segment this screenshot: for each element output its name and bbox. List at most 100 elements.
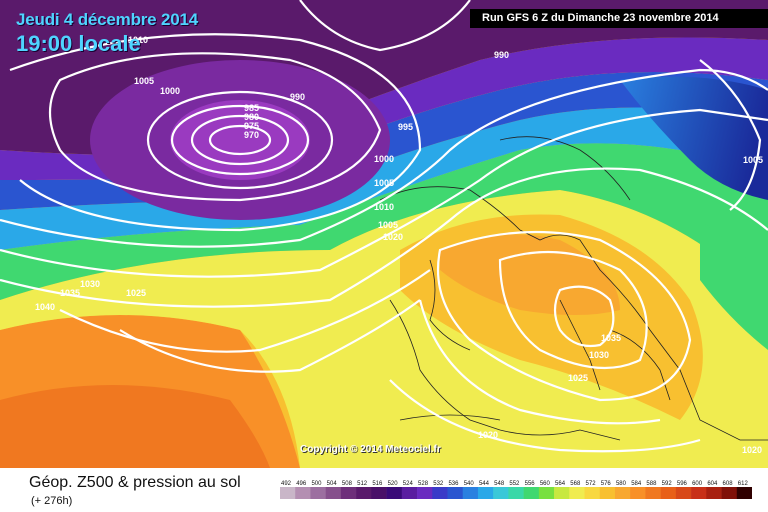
scale-label: 572	[586, 481, 597, 487]
scale-swatch	[371, 487, 387, 499]
scale-swatch	[721, 487, 738, 499]
isobar-label: 990	[494, 50, 509, 60]
scale-swatch	[736, 487, 752, 499]
scale-swatch	[356, 487, 372, 499]
scale-label: 608	[723, 481, 734, 487]
green-band	[0, 143, 768, 300]
scale-label: 520	[388, 481, 399, 487]
scale-label: 540	[464, 481, 475, 487]
isobars	[0, 0, 768, 453]
scale-label: 556	[525, 481, 536, 487]
scale-label: 564	[555, 481, 566, 487]
scale-label: 544	[479, 481, 490, 487]
forecast-step: (+ 276h)	[31, 495, 73, 507]
scale-swatch	[325, 487, 342, 499]
scale-label: 496	[296, 481, 307, 487]
isobar-label: 1040	[35, 302, 55, 312]
forecast-time: 19:00 locale	[16, 31, 141, 56]
scale-label: 512	[357, 481, 368, 487]
product-title: Géop. Z500 & pression au sol	[29, 474, 241, 491]
scale-label: 560	[540, 481, 551, 487]
scale-label: 528	[418, 481, 429, 487]
forecast-date: Jeudi 4 décembre 2014	[16, 10, 198, 29]
scale-swatch	[493, 487, 509, 499]
isobar-label: 1030	[80, 279, 100, 289]
isobar-label: 1025	[126, 288, 146, 298]
scale-label: 568	[570, 481, 581, 487]
pressure-map: 1010 1005 1000 985 980 975 970 965 990 9…	[0, 0, 768, 468]
isobar-label: 1005	[378, 220, 398, 230]
scale-label: 492	[281, 481, 292, 487]
isobar-labels: 1010 1005 1000 985 980 975 970 965 990 9…	[35, 35, 763, 455]
isobar-label: 970	[244, 130, 259, 140]
scale-label: 596	[677, 481, 688, 487]
scale-swatch	[340, 487, 357, 499]
scale-label: 576	[601, 481, 612, 487]
scale-label: 500	[311, 481, 322, 487]
isobar-label: 1000	[160, 86, 180, 96]
violet-band	[0, 37, 768, 180]
coastlines	[379, 136, 768, 441]
scale-swatch	[417, 487, 433, 499]
scale-swatch	[554, 487, 570, 499]
scale-swatch	[691, 487, 707, 499]
scale-swatch	[447, 487, 464, 499]
isobar-label: 1005	[374, 178, 394, 188]
scale-swatch	[675, 487, 692, 499]
scale-label: 532	[433, 481, 444, 487]
scale-swatch	[523, 487, 540, 499]
color-scale: 492 496 500 504 508 512 516 520 524 528 532 536 540 5…	[280, 481, 752, 499]
copyright-notice: Copyright © 2014 Meteociel.fr	[300, 444, 441, 455]
isobar-label: 990	[290, 92, 305, 102]
isobar-label: 980	[244, 112, 259, 122]
isobar-label: 1005	[743, 155, 763, 165]
scale-swatch	[630, 487, 646, 499]
scale-label: 604	[707, 481, 718, 487]
isobar-label: 975	[244, 121, 259, 131]
scale-swatch	[477, 487, 494, 499]
scale-label: 552	[509, 481, 520, 487]
scale-label: 612	[738, 481, 749, 487]
legend-bar: Géop. Z500 & pression au sol (+ 276h) 49…	[0, 468, 768, 512]
scale-swatch	[432, 487, 448, 499]
scale-label: 508	[342, 481, 353, 487]
scale-label: 592	[662, 481, 673, 487]
scale-label: 504	[327, 481, 338, 487]
isobar-label: 1010	[128, 35, 148, 45]
isobar-label: 1020	[383, 232, 403, 242]
isobar-label: 1010	[374, 202, 394, 212]
scale-swatch	[401, 487, 418, 499]
isobar-label: 1025	[568, 373, 588, 383]
scale-swatch	[660, 487, 677, 499]
isobar-label: 1035	[601, 333, 621, 343]
scale-label: 588	[646, 481, 657, 487]
scale-swatch	[584, 487, 601, 499]
isobar-label: 1000	[374, 154, 394, 164]
scale-label: 600	[692, 481, 703, 487]
isobar-label: 1020	[478, 430, 498, 440]
scale-swatch	[645, 487, 661, 499]
scale-swatch	[569, 487, 585, 499]
scale-swatch	[508, 487, 524, 499]
scale-swatch	[706, 487, 722, 499]
scale-swatch	[280, 487, 296, 499]
hot-region	[0, 385, 270, 468]
scale-swatch	[295, 487, 311, 499]
isobar-label: 1035	[60, 288, 80, 298]
northeast-cold	[620, 76, 768, 200]
isobar-label: 985	[244, 103, 259, 113]
scale-swatch	[538, 487, 555, 499]
scale-label: 536	[448, 481, 459, 487]
scale-swatch	[614, 487, 631, 499]
low-core	[170, 100, 310, 180]
scale-label: 584	[631, 481, 642, 487]
scale-label: 524	[403, 481, 414, 487]
scale-swatch	[599, 487, 616, 499]
east-green	[700, 220, 768, 350]
run-info: Run GFS 6 Z du Dimanche 23 novembre 2014	[470, 9, 768, 28]
scale-label: 580	[616, 481, 627, 487]
scale-swatch	[310, 487, 326, 499]
isobar-label: 1030	[589, 350, 609, 360]
scale-swatch	[462, 487, 479, 499]
